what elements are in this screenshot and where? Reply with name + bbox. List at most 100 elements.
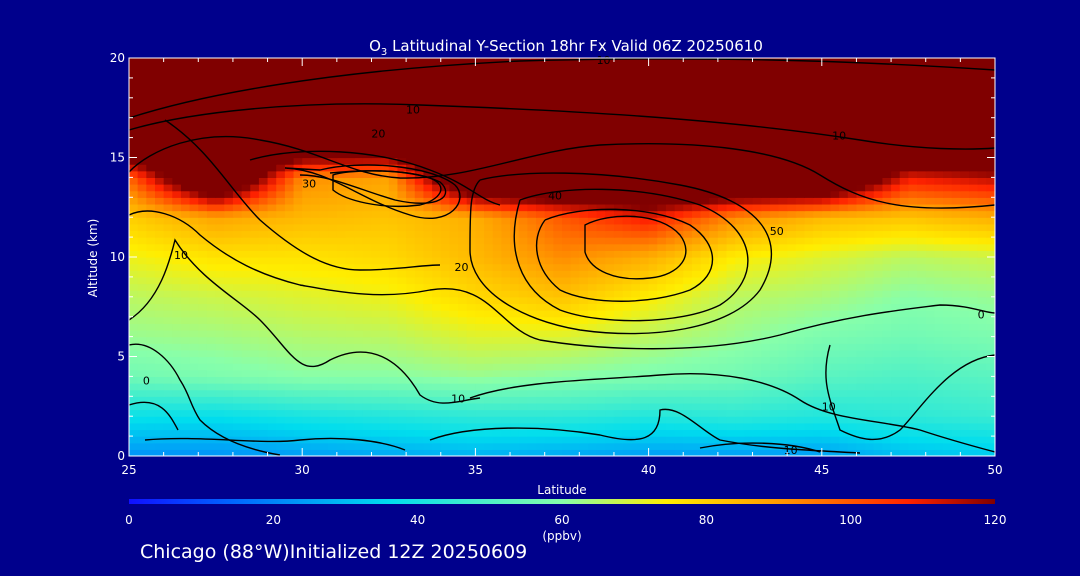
heatmap-cell xyxy=(163,363,173,371)
heatmap-cell xyxy=(562,197,572,205)
heatmap-cell xyxy=(180,263,191,271)
heatmap-cell xyxy=(414,416,425,424)
heatmap-cell xyxy=(354,369,364,377)
heatmap-cell xyxy=(899,177,909,185)
heatmap-cell xyxy=(743,316,754,324)
heatmap-cell xyxy=(787,257,797,265)
heatmap-cell xyxy=(380,416,390,424)
heatmap-cell xyxy=(267,184,277,192)
heatmap-cell xyxy=(795,124,806,132)
heatmap-cell xyxy=(423,416,433,424)
heatmap-cell xyxy=(847,243,858,251)
heatmap-cell xyxy=(180,184,191,192)
heatmap-cell xyxy=(172,442,182,450)
heatmap-cell xyxy=(440,436,451,444)
heatmap-cell xyxy=(613,276,624,285)
heatmap-cell xyxy=(137,203,147,212)
heatmap-cell xyxy=(553,323,563,331)
heatmap-cell xyxy=(206,157,217,165)
heatmap-cell xyxy=(492,144,502,152)
heatmap-cell xyxy=(414,217,425,225)
heatmap-cell xyxy=(657,124,667,132)
heatmap-cell xyxy=(778,356,788,364)
heatmap-cell xyxy=(813,303,823,311)
heatmap-cell xyxy=(804,343,814,351)
heatmap-cell xyxy=(769,283,780,291)
heatmap-cell xyxy=(977,449,987,456)
heatmap-cell xyxy=(276,283,286,291)
heatmap-cell xyxy=(336,223,347,232)
heatmap-cell xyxy=(258,150,269,159)
heatmap-cell xyxy=(527,130,537,139)
heatmap-cell xyxy=(154,290,165,298)
heatmap-cell xyxy=(146,363,156,371)
heatmap-cell xyxy=(527,137,537,145)
heatmap-cell xyxy=(380,184,390,192)
heatmap-cell xyxy=(215,197,225,205)
heatmap-cell xyxy=(241,369,251,377)
heatmap-cell xyxy=(951,230,961,238)
heatmap-cell xyxy=(821,349,832,358)
heatmap-cell xyxy=(830,383,840,391)
heatmap-cell xyxy=(579,409,589,417)
heatmap-cell xyxy=(743,416,754,424)
heatmap-cell xyxy=(769,316,780,324)
heatmap-cell xyxy=(917,383,927,391)
heatmap-cell xyxy=(925,329,935,338)
heatmap-cell xyxy=(484,144,494,152)
heatmap-cell xyxy=(769,329,780,338)
heatmap-cell xyxy=(934,237,944,245)
heatmap-cell xyxy=(761,296,771,305)
heatmap-cell xyxy=(354,396,364,404)
heatmap-cell xyxy=(847,389,858,397)
heatmap-cell xyxy=(414,257,425,265)
heatmap-cell xyxy=(726,164,736,172)
heatmap-cell xyxy=(622,144,632,152)
heatmap-cell xyxy=(198,376,208,384)
heatmap-cell xyxy=(484,336,494,344)
heatmap-cell xyxy=(215,276,225,285)
heatmap-cell xyxy=(795,356,806,364)
heatmap-cell xyxy=(241,197,251,205)
heatmap-cell xyxy=(735,442,745,450)
heatmap-cell xyxy=(276,217,286,225)
heatmap-cell xyxy=(683,276,693,285)
heatmap-cell xyxy=(943,449,953,456)
heatmap-cell xyxy=(977,276,987,285)
heatmap-cell xyxy=(250,416,260,424)
heatmap-cell xyxy=(458,144,468,152)
heatmap-cell xyxy=(700,429,710,437)
heatmap-cell xyxy=(917,429,927,437)
heatmap-cell xyxy=(769,190,780,198)
heatmap-cell xyxy=(518,376,528,384)
heatmap-cell xyxy=(683,170,693,178)
heatmap-cell xyxy=(873,257,884,265)
heatmap-cell xyxy=(180,230,191,238)
heatmap-cell xyxy=(847,409,858,417)
heatmap-cell xyxy=(215,124,225,132)
heatmap-cell xyxy=(276,130,286,139)
heatmap-cell xyxy=(224,429,234,437)
heatmap-cell xyxy=(795,263,806,271)
heatmap-cell xyxy=(284,449,295,456)
heatmap-cell xyxy=(726,389,736,397)
heatmap-cell xyxy=(154,210,165,218)
heatmap-cell xyxy=(354,449,364,456)
heatmap-cell xyxy=(206,150,217,159)
heatmap-cell xyxy=(657,283,667,291)
heatmap-cell xyxy=(847,190,858,198)
heatmap-cell xyxy=(769,349,780,358)
heatmap-cell xyxy=(691,137,702,145)
heatmap-cell xyxy=(492,383,502,391)
heatmap-cell xyxy=(492,164,502,172)
heatmap-cell xyxy=(215,402,225,411)
heatmap-cell xyxy=(146,396,156,404)
heatmap-cell xyxy=(319,310,329,318)
heatmap-cell xyxy=(354,296,364,305)
heatmap-cell xyxy=(198,383,208,391)
heatmap-cell xyxy=(743,389,754,397)
heatmap-cell xyxy=(639,409,650,417)
heatmap-cell xyxy=(908,157,918,165)
heatmap-cell xyxy=(336,356,347,364)
heatmap-cell xyxy=(180,349,191,358)
